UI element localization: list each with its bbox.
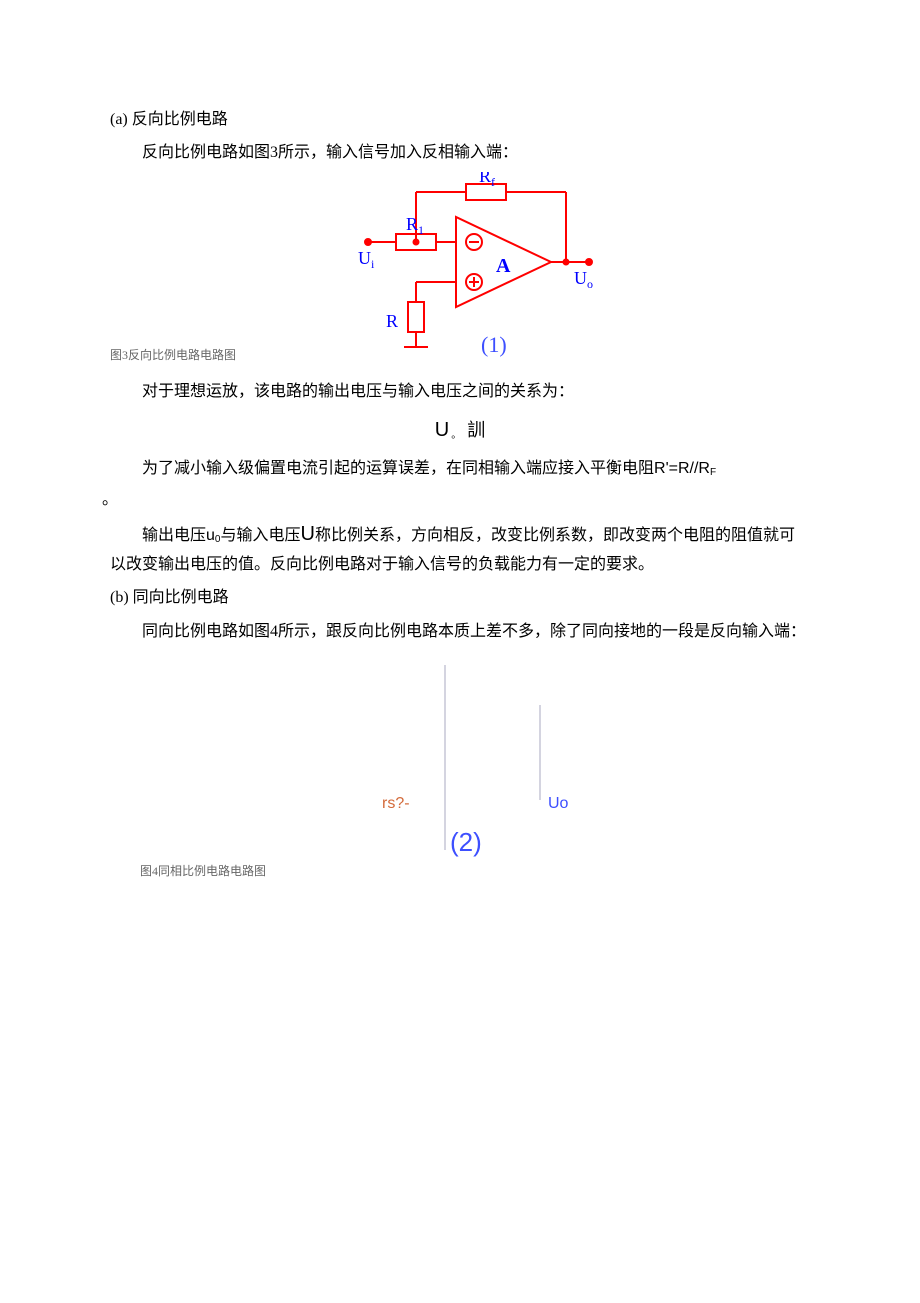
para-a4-2: 与输入电压 (220, 527, 300, 544)
para-a3-r: R'=R//R (654, 460, 710, 477)
figure-4-block: rs?- Uo (2) (110, 665, 810, 855)
paragraph-b1: 同向比例电路如图4所示，跟反向比例电路本质上差不多，除了同向接地的一段是反向输入… (110, 618, 810, 645)
figure-3-row: 图3反向比例电路电路图 (110, 172, 810, 371)
figure-3-caption: 图3反向比例电路电路图 (110, 345, 236, 371)
formula-sub: 。 (451, 430, 461, 441)
svg-text:A: A (496, 255, 511, 277)
svg-text:(1): (1) (481, 332, 507, 357)
formula-u: U (435, 419, 449, 441)
paragraph-a1: 反向比例电路如图3所示，输入信号加入反相输入端： (110, 139, 810, 166)
circuit-1-svg: Rf R1 Ui R A Uo (1) (356, 172, 606, 362)
formula-1: U。訓 (110, 413, 810, 447)
paragraph-a4: 输出电压u0与输入电压U称比例关系，方向相反，改变比例系数，即改变两个电阻的阻值… (110, 517, 810, 578)
circuit-wires (365, 184, 592, 347)
fig2-num: (2) (450, 820, 482, 864)
section-a-title: (a) 反向比例电路 (110, 106, 810, 133)
paragraph-a3-end: 。 (102, 486, 810, 513)
para-a3-rsub: F (710, 467, 716, 478)
fig2-rs: rs?- (382, 790, 410, 817)
document-page: (a) 反向比例电路 反向比例电路如图3所示，输入信号加入反相输入端： 图3反向… (0, 0, 920, 921)
figure-4: rs?- Uo (2) (310, 665, 610, 855)
para-a4-1: 输出电压 (142, 527, 206, 544)
para-a4-U: U (301, 523, 315, 545)
fig2-uo: Uo (548, 790, 568, 817)
figure-3: Rf R1 Ui R A Uo (1) (356, 172, 606, 371)
svg-text:R1: R1 (406, 214, 424, 237)
paragraph-a2: 对于理想运放，该电路的输出电压与输入电压之间的关系为： (110, 378, 810, 405)
para-a4-u0: u (206, 527, 215, 544)
para-a3-pre: 为了减小输入级偏置电流引起的运算误差，在同相输入端应接入平衡电阻 (142, 460, 654, 477)
svg-text:Uo: Uo (574, 268, 593, 291)
svg-text:R: R (386, 311, 398, 331)
formula-tail: 訓 (467, 420, 485, 440)
svg-text:Ui: Ui (358, 248, 375, 271)
paragraph-a3: 为了减小输入级偏置电流引起的运算误差，在同相输入端应接入平衡电阻R'=R//RF (110, 455, 810, 482)
section-b-title: (b) 同向比例电路 (110, 584, 810, 611)
svg-text:Rf: Rf (479, 172, 495, 189)
